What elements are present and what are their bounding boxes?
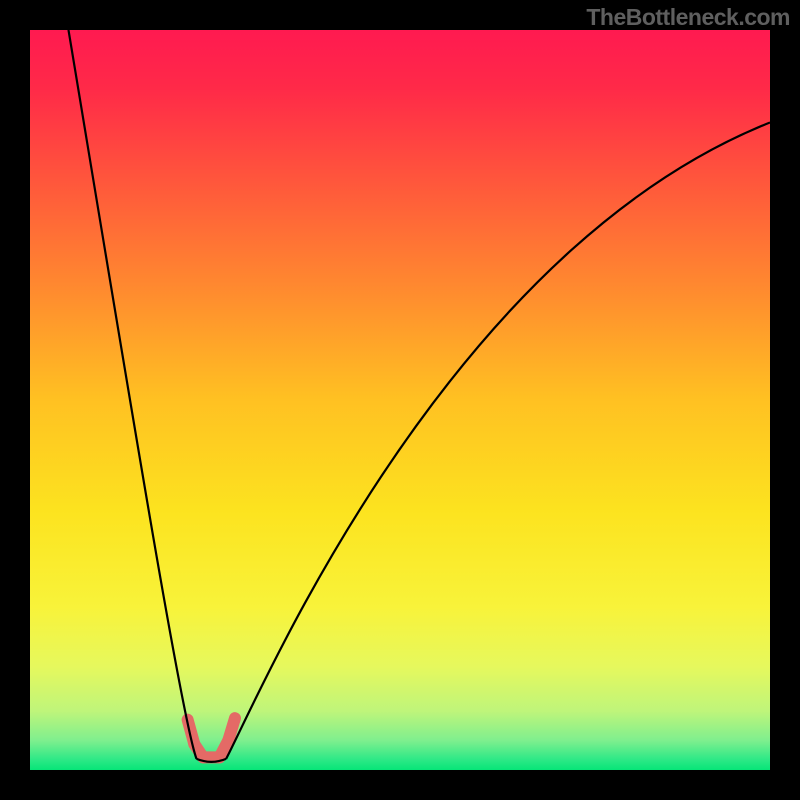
watermark-text: TheBottleneck.com [586,4,790,31]
gradient-background [30,30,770,770]
bottleneck-plot [30,30,770,770]
chart-frame: TheBottleneck.com [0,0,800,800]
